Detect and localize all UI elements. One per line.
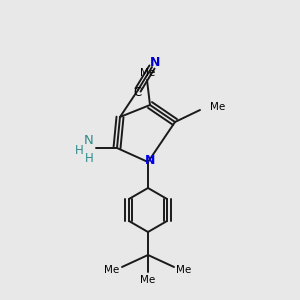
Text: C: C (134, 86, 142, 100)
Text: Me: Me (210, 102, 225, 112)
Text: Me: Me (140, 68, 156, 78)
Text: Me: Me (176, 265, 192, 275)
Text: Me: Me (140, 275, 156, 285)
Text: Me: Me (104, 265, 120, 275)
Text: N: N (145, 154, 155, 167)
Text: N: N (150, 56, 160, 70)
Text: H: H (75, 143, 83, 157)
Text: H: H (85, 152, 93, 164)
Text: N: N (84, 134, 94, 146)
